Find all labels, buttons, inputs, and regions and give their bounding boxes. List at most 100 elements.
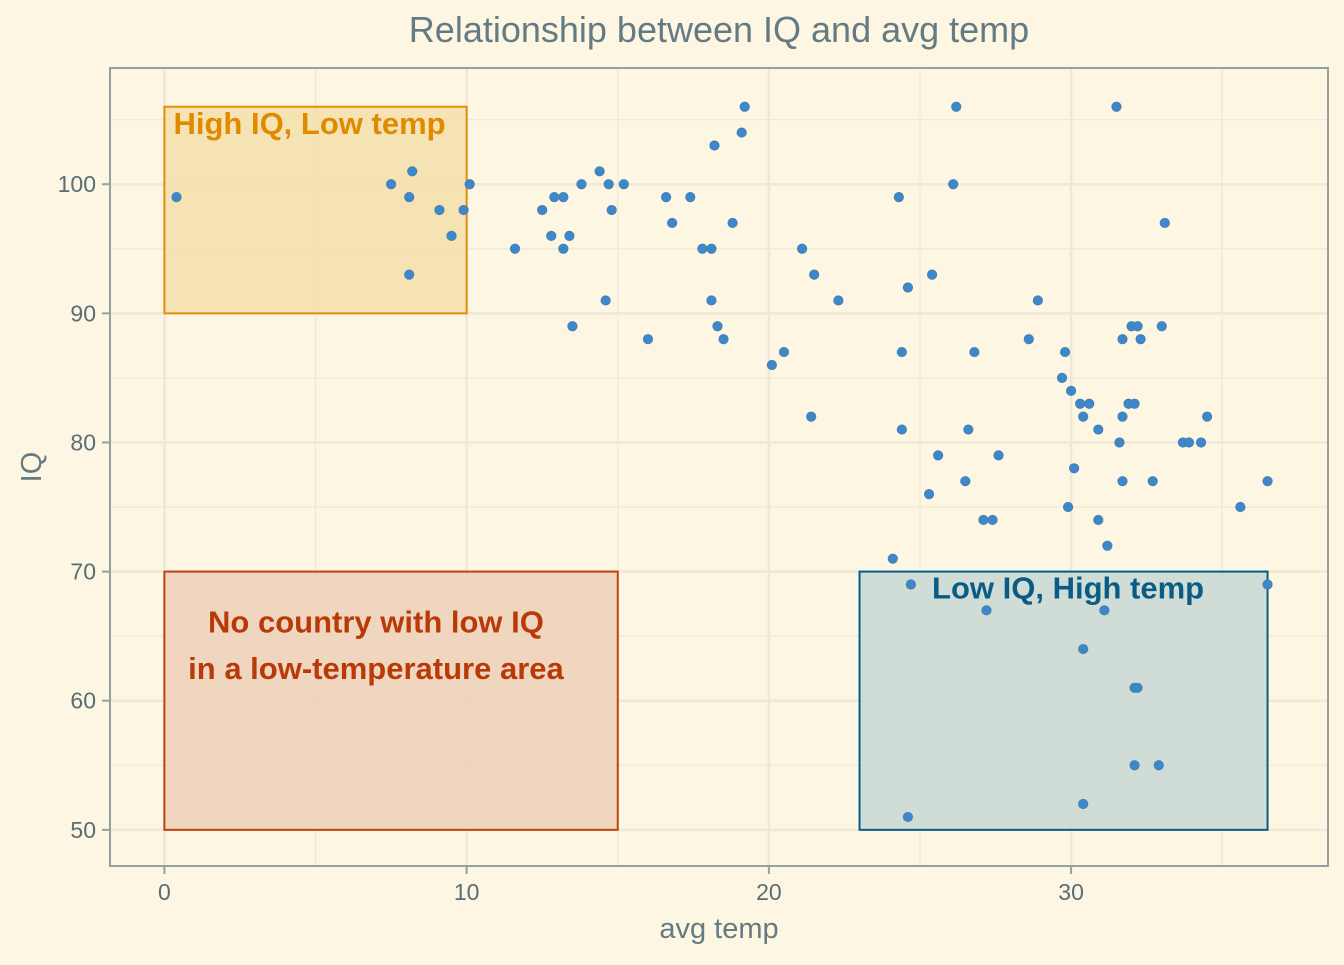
data-point [993, 450, 1004, 461]
data-point [1093, 514, 1104, 526]
data-point [1132, 682, 1143, 693]
chart-title: Relationship between IQ and avg temp [409, 9, 1029, 50]
data-point [1117, 334, 1128, 345]
data-point [1078, 798, 1089, 810]
y-tick-label: 70 [70, 559, 96, 585]
data-point [594, 166, 605, 177]
data-point [978, 514, 989, 526]
x-axis-label: avg temp [659, 913, 778, 945]
data-point [1153, 760, 1164, 771]
data-point [902, 811, 913, 823]
data-point [537, 204, 548, 216]
data-point [1059, 346, 1071, 358]
data-point [809, 269, 820, 280]
data-point [706, 295, 717, 306]
y-tick-label: 90 [70, 300, 96, 326]
data-point [558, 243, 569, 254]
x-tick-label: 20 [756, 879, 782, 905]
y-tick-label: 60 [70, 688, 96, 714]
data-point [902, 282, 913, 293]
data-point [727, 217, 738, 229]
data-point [709, 140, 720, 151]
annotation-rectangles [163, 105, 1269, 831]
data-point [905, 579, 917, 590]
data-point [778, 346, 790, 358]
data-point [1156, 321, 1167, 332]
data-point [1114, 437, 1125, 448]
data-point [546, 230, 557, 241]
y-axis-label: IQ [16, 452, 48, 483]
data-point [567, 321, 578, 332]
data-point [1129, 398, 1140, 409]
data-point [960, 476, 971, 487]
data-point [736, 127, 747, 138]
data-point [1099, 605, 1110, 616]
data-point [706, 243, 717, 254]
data-point [1159, 217, 1170, 229]
data-point [606, 204, 617, 216]
data-point [1132, 321, 1143, 332]
data-point [1183, 437, 1195, 448]
data-point [1032, 295, 1043, 306]
data-point [981, 605, 992, 616]
data-point [558, 192, 569, 203]
data-point [1262, 476, 1273, 487]
data-point [667, 217, 678, 229]
data-point [1093, 424, 1104, 435]
data-point [603, 179, 614, 190]
data-point [923, 489, 935, 500]
data-point [766, 359, 777, 371]
data-point [893, 192, 904, 203]
data-point [549, 192, 560, 203]
data-point [446, 230, 457, 241]
data-point [718, 334, 729, 345]
data-point [509, 243, 521, 254]
data-point [1129, 760, 1140, 771]
annotation-labels: High IQ, Low temp No country with low IQ i… [173, 106, 1204, 686]
data-point [969, 346, 980, 358]
data-point [1066, 385, 1077, 396]
annotation-label-no-low-iq-low-temp: in a low-temperature area [188, 651, 564, 686]
data-point [404, 192, 415, 203]
data-point [712, 321, 723, 332]
data-point [926, 269, 938, 280]
data-point [933, 450, 944, 461]
annotation-label-high-iq-low-temp: High IQ, Low temp [173, 106, 445, 141]
data-point [1202, 411, 1213, 422]
data-point [896, 346, 907, 358]
data-point [564, 230, 575, 241]
data-point [887, 553, 898, 564]
data-point [1235, 501, 1246, 513]
axes: 0 10 20 30 50 60 70 80 90 100 [58, 171, 1084, 905]
data-point [685, 192, 696, 203]
data-point [407, 166, 418, 177]
data-point [1117, 476, 1128, 487]
data-point [661, 192, 672, 203]
data-point [697, 243, 708, 254]
data-point [1075, 398, 1086, 409]
data-point [404, 269, 415, 280]
data-point [1078, 411, 1089, 422]
data-point [1062, 501, 1074, 513]
data-point [576, 179, 587, 190]
annotation-box-no-low-iq-low-temp [163, 570, 619, 831]
y-tick-label: 100 [58, 171, 96, 197]
data-point [951, 101, 962, 112]
data-point [797, 243, 808, 254]
data-point [1069, 463, 1080, 474]
data-point [1195, 437, 1207, 448]
y-tick-label: 50 [70, 817, 96, 843]
data-point [1078, 643, 1089, 655]
data-point [833, 295, 844, 306]
data-point [1056, 372, 1068, 384]
panel-border [109, 67, 1329, 867]
data-point [987, 514, 998, 526]
x-tick-label: 0 [158, 879, 171, 905]
x-tick-label: 10 [454, 879, 480, 905]
x-tick-label: 30 [1058, 879, 1084, 905]
annotation-label-no-low-iq-low-temp: No country with low IQ [208, 604, 544, 639]
data-point [963, 424, 974, 435]
data-point [434, 204, 445, 216]
annotation-box-low-iq-high-temp [858, 570, 1269, 831]
